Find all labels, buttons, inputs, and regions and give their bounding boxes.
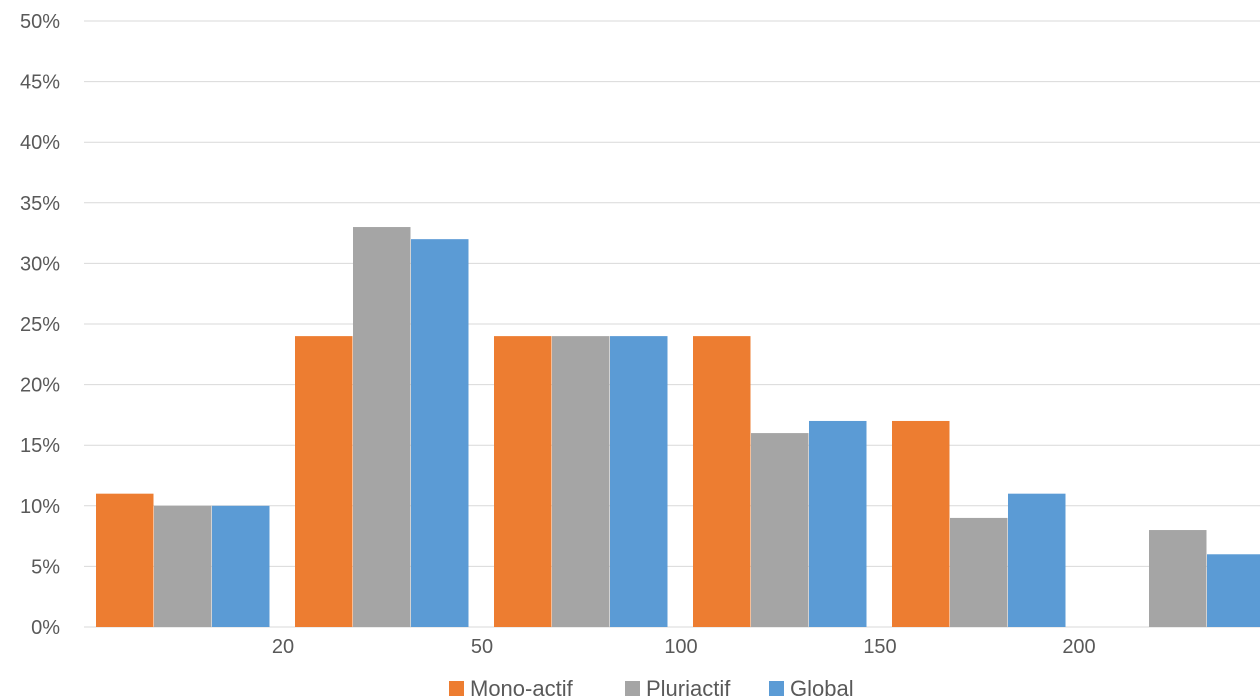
y-axis-ticks: 0% 5% 10% 15% 20% 25% 30% 35% 40% 45% 50% (20, 11, 60, 639)
y-tick-label: 20% (20, 375, 60, 397)
y-tick-label: 30% (20, 253, 60, 275)
bar-mono-actif-1 (96, 493, 154, 627)
legend-label: Global (790, 676, 854, 698)
bar-mono-actif-3 (494, 336, 552, 627)
bar-global-6 (1207, 554, 1260, 627)
legend-swatch (769, 681, 784, 696)
bar-mono-actif-4 (693, 336, 751, 627)
x-tick-label: 200 (1062, 636, 1095, 658)
bars (96, 227, 1260, 628)
y-tick-label: 40% (20, 132, 60, 154)
bar-global-3 (610, 336, 668, 627)
bar-pluriactif-3 (552, 336, 610, 627)
bar-global-5 (1008, 493, 1066, 627)
x-tick-label: 150 (863, 636, 896, 658)
legend-swatch (449, 681, 464, 696)
x-tick-label: 50 (471, 636, 493, 658)
x-axis-ticks: 20 50 100 150 200 (272, 636, 1096, 658)
bar-global-2 (411, 239, 469, 627)
x-tick-label: 100 (664, 636, 697, 658)
y-tick-label: 35% (20, 193, 60, 215)
x-tick-label: 20 (272, 636, 294, 658)
y-tick-label: 10% (20, 496, 60, 518)
bar-pluriactif-4 (751, 433, 809, 627)
y-tick-label: 45% (20, 72, 60, 94)
legend: Mono-actif Pluriactif Global (449, 676, 854, 698)
y-tick-label: 25% (20, 314, 60, 336)
bar-pluriactif-2 (353, 227, 411, 628)
gridlines (84, 20, 1260, 628)
bar-pluriactif-1 (154, 505, 212, 627)
bar-mono-actif-5 (892, 420, 950, 627)
legend-swatch (625, 681, 640, 696)
bar-pluriactif-5 (950, 517, 1008, 627)
legend-label: Pluriactif (646, 676, 731, 698)
legend-label: Mono-actif (470, 676, 574, 698)
bar-global-1 (212, 505, 270, 627)
bar-mono-actif-2 (295, 336, 353, 627)
y-tick-label: 0% (31, 617, 60, 639)
y-tick-label: 5% (31, 556, 60, 578)
y-tick-label: 50% (20, 11, 60, 33)
y-tick-label: 15% (20, 435, 60, 457)
bar-global-4 (809, 420, 867, 627)
bar-pluriactif-6 (1149, 530, 1207, 627)
